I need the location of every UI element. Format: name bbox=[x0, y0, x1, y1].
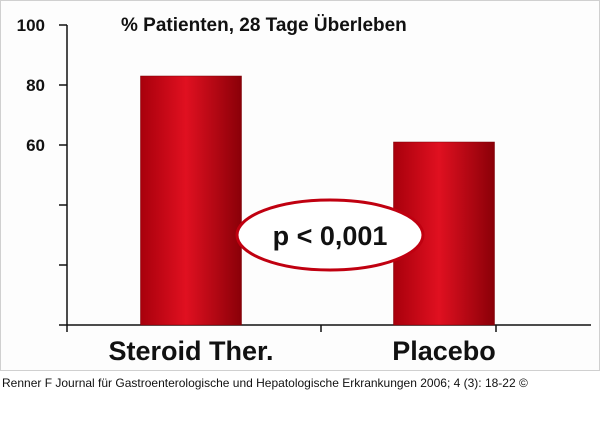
category-label: Placebo bbox=[392, 336, 496, 366]
bar-steroid-ther bbox=[140, 75, 242, 326]
y-tick-label: 100 bbox=[17, 16, 45, 35]
p-value-text: p < 0,001 bbox=[273, 221, 388, 251]
category-label: Steroid Ther. bbox=[108, 336, 273, 366]
survival-bar-chart: 60 80 100 Steroid Ther. Placebo % Patienten,… bbox=[17, 15, 591, 366]
source-citation: Renner F Journal für Gastroenterologisch… bbox=[2, 376, 528, 390]
chart-title: % Patienten, 28 Tage Überleben bbox=[121, 15, 407, 36]
p-value-annotation: p < 0,001 bbox=[235, 198, 425, 272]
chart-frame: 60 80 100 Steroid Ther. Placebo % Patienten,… bbox=[0, 0, 600, 371]
y-tick-label: 80 bbox=[26, 76, 45, 95]
y-tick-label: 60 bbox=[26, 136, 45, 155]
